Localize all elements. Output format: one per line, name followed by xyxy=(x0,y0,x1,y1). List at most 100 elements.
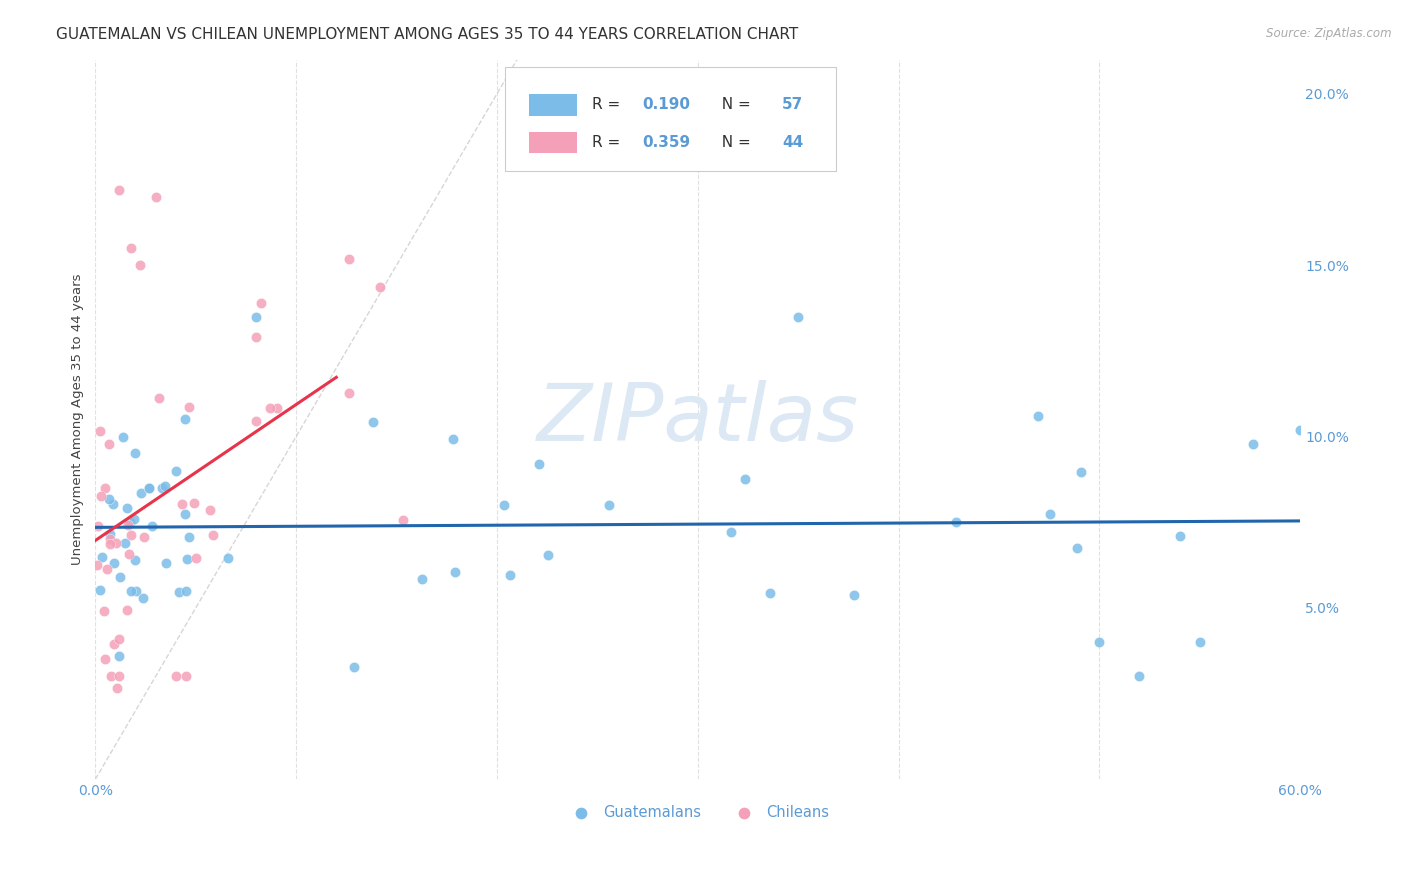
Point xyxy=(90,490,112,504)
Point xyxy=(114,536,136,550)
Point xyxy=(1026,409,1049,423)
Point xyxy=(138,481,160,495)
Point xyxy=(173,411,195,425)
Point xyxy=(124,445,146,459)
Point xyxy=(494,498,516,512)
Point xyxy=(103,637,125,651)
Point xyxy=(86,519,108,533)
Point xyxy=(145,189,167,203)
Point xyxy=(94,652,117,666)
Point xyxy=(174,669,197,683)
Point xyxy=(343,660,366,674)
Point xyxy=(121,528,143,542)
Point xyxy=(245,310,267,324)
Point xyxy=(89,424,111,438)
Point xyxy=(266,401,288,416)
Point xyxy=(245,413,267,427)
Point xyxy=(441,432,464,446)
Point xyxy=(184,550,207,565)
Point xyxy=(1128,669,1150,683)
Point xyxy=(166,464,188,478)
Point xyxy=(537,548,560,562)
Point xyxy=(124,512,146,526)
Point xyxy=(98,537,121,551)
Point xyxy=(392,514,415,528)
Text: N =: N = xyxy=(713,135,756,150)
Point xyxy=(1241,436,1264,450)
FancyBboxPatch shape xyxy=(529,131,578,153)
Point xyxy=(361,415,384,429)
Point xyxy=(1039,507,1062,521)
Point xyxy=(183,496,205,510)
Point xyxy=(165,669,187,683)
Point xyxy=(108,669,131,683)
Point xyxy=(148,391,170,405)
Text: R =: R = xyxy=(592,135,624,150)
Point xyxy=(111,430,134,444)
Legend: Guatemalans, Chileans: Guatemalans, Chileans xyxy=(561,799,835,826)
Point xyxy=(132,591,155,606)
Point xyxy=(94,481,117,495)
Text: N =: N = xyxy=(713,97,756,112)
Point xyxy=(120,583,142,598)
Point xyxy=(121,241,143,255)
Point xyxy=(759,586,782,600)
Point xyxy=(174,583,197,598)
Point xyxy=(96,562,118,576)
Point xyxy=(179,530,201,544)
Point xyxy=(115,500,138,515)
Point xyxy=(103,556,125,570)
Point xyxy=(141,519,163,533)
Point xyxy=(527,457,550,471)
Point xyxy=(734,471,756,485)
Point xyxy=(155,556,177,570)
Point xyxy=(787,310,810,324)
Point xyxy=(250,296,273,310)
Point xyxy=(1088,635,1111,649)
Point xyxy=(132,531,155,545)
Text: 0.190: 0.190 xyxy=(643,97,690,112)
Text: 57: 57 xyxy=(782,97,803,112)
Point xyxy=(167,584,190,599)
Point xyxy=(98,532,121,546)
Point xyxy=(155,478,177,492)
Point xyxy=(89,583,111,598)
Point xyxy=(117,517,139,532)
Point xyxy=(97,436,120,450)
Point xyxy=(100,669,122,683)
Point xyxy=(1168,529,1191,543)
Point xyxy=(98,527,121,541)
Text: 0.359: 0.359 xyxy=(643,135,690,150)
Point xyxy=(170,497,193,511)
Y-axis label: Unemployment Among Ages 35 to 44 years: Unemployment Among Ages 35 to 44 years xyxy=(72,274,84,566)
Point xyxy=(103,498,125,512)
Point xyxy=(1188,635,1211,649)
Point xyxy=(86,558,108,573)
Point xyxy=(138,481,160,495)
Point xyxy=(125,583,148,598)
Point xyxy=(108,632,131,646)
Point xyxy=(198,502,221,516)
FancyBboxPatch shape xyxy=(505,67,837,171)
Point xyxy=(108,183,131,197)
Point xyxy=(108,570,131,584)
Text: R =: R = xyxy=(592,97,624,112)
Point xyxy=(176,551,198,566)
FancyBboxPatch shape xyxy=(529,95,578,116)
Point xyxy=(1066,541,1088,555)
Point xyxy=(411,573,433,587)
Point xyxy=(118,547,141,561)
Point xyxy=(259,401,281,415)
Point xyxy=(115,603,138,617)
Point xyxy=(131,486,153,500)
Point xyxy=(150,481,173,495)
Point xyxy=(104,536,127,550)
Point xyxy=(1070,466,1092,480)
Point xyxy=(124,553,146,567)
Point xyxy=(177,401,200,415)
Point xyxy=(444,566,467,580)
Point xyxy=(217,550,239,565)
Point xyxy=(174,508,197,522)
Text: ZIPatlas: ZIPatlas xyxy=(537,380,859,458)
Point xyxy=(842,588,865,602)
